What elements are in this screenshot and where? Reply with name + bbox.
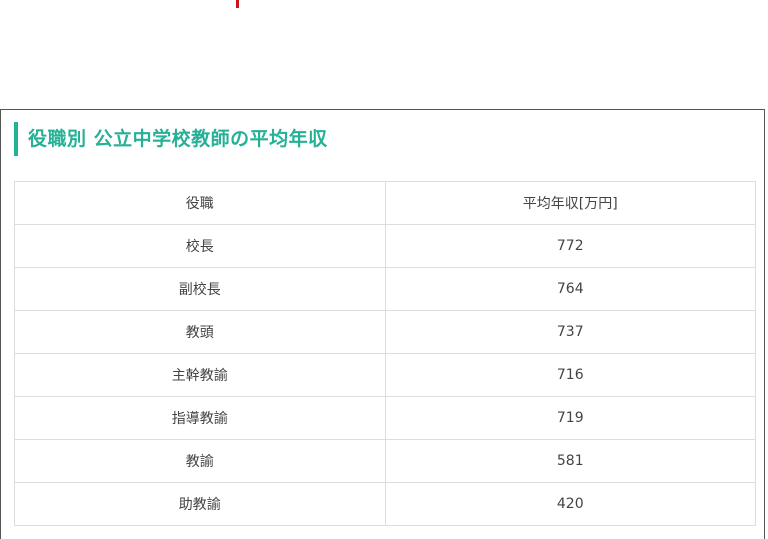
salary-cell: 772 [384, 224, 756, 268]
red-mark [236, 0, 239, 8]
table-row: 教頭 737 [14, 310, 756, 354]
salary-cell: 716 [384, 353, 756, 397]
table-row: 校長 772 [14, 224, 756, 268]
table-row: 主幹教諭 716 [14, 353, 756, 397]
salary-cell: 764 [384, 267, 756, 311]
salary-cell: 581 [384, 439, 756, 483]
salary-table: 役職 平均年収[万円] 校長 772 副校長 764 教頭 737 主幹教諭 716 指導教諭 7… [14, 181, 756, 526]
table-row: 指導教諭 719 [14, 396, 756, 440]
salary-cell: 719 [384, 396, 756, 440]
position-cell: 校長 [14, 224, 386, 268]
salary-cell: 420 [384, 482, 756, 526]
position-cell: 主幹教諭 [14, 353, 386, 397]
position-cell: 教諭 [14, 439, 386, 483]
salary-table-section: 役職別 公立中学校教師の平均年収 役職 平均年収[万円] 校長 772 副校長 764… [0, 109, 765, 539]
position-cell: 指導教諭 [14, 396, 386, 440]
position-cell: 教頭 [14, 310, 386, 354]
table-row: 助教諭 420 [14, 482, 756, 526]
table-header-row: 役職 平均年収[万円] [14, 181, 756, 225]
salary-cell: 737 [384, 310, 756, 354]
header-position: 役職 [14, 181, 386, 225]
position-cell: 副校長 [14, 267, 386, 311]
table-row: 副校長 764 [14, 267, 756, 311]
table-row: 教諭 581 [14, 439, 756, 483]
section-title: 役職別 公立中学校教師の平均年収 [14, 122, 328, 156]
position-cell: 助教諭 [14, 482, 386, 526]
header-average-salary: 平均年収[万円] [384, 181, 756, 225]
